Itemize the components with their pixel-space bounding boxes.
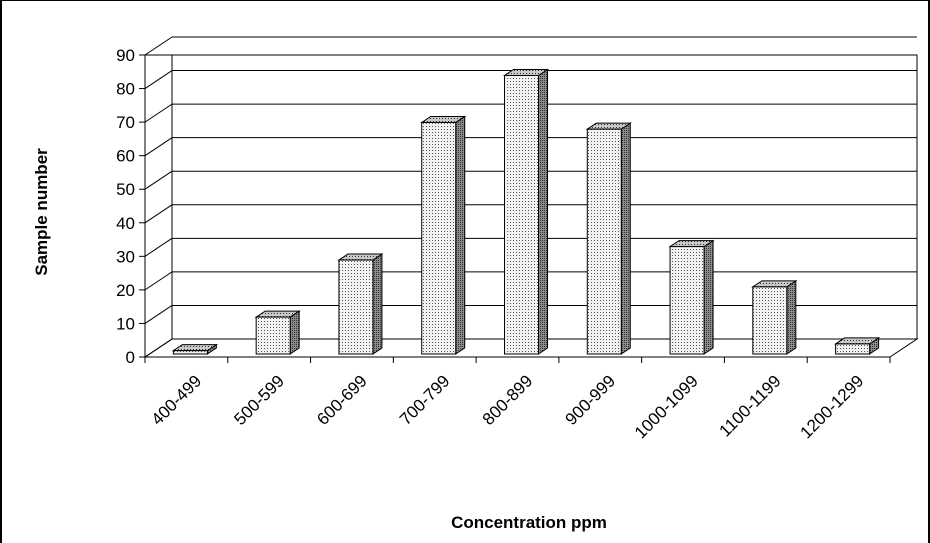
x-axis-tick-labels: 400-499 500-599 600-699 700-799 800-899 900-9… — [144, 357, 891, 442]
bar-front — [669, 246, 705, 355]
gridline-diag — [144, 204, 173, 224]
x-tick-label: 1200-1299 — [797, 371, 868, 442]
x-tick-label: 600-699 — [313, 371, 371, 429]
bar-front — [752, 286, 788, 355]
gridline-diag — [144, 237, 173, 257]
x-tick-label: 500-599 — [230, 371, 288, 429]
bar-front — [172, 350, 208, 355]
y-tick-label: 90 — [116, 46, 135, 65]
bar-front — [421, 121, 457, 355]
gridline-diag — [144, 338, 173, 358]
bar-front — [255, 316, 291, 355]
gridline-diag — [144, 305, 173, 324]
bar-side — [455, 115, 466, 355]
gridline-diag — [144, 36, 173, 56]
bar-side — [289, 310, 300, 355]
bar-side — [538, 68, 548, 355]
bar-front — [504, 74, 539, 355]
y-tick-label: 20 — [116, 281, 135, 300]
x-tick-label: 700-799 — [396, 371, 454, 429]
x-tick-label: 400-499 — [148, 371, 206, 429]
bar-side — [786, 279, 797, 355]
bar-side — [372, 253, 383, 355]
bar — [585, 122, 632, 355]
y-tick-label: 50 — [116, 180, 135, 199]
y-axis-title: Sample number — [32, 148, 51, 276]
gridline-diag — [144, 103, 173, 123]
bars — [171, 68, 881, 355]
y-tick-label: 80 — [116, 80, 135, 99]
y-tick-label: 10 — [116, 314, 135, 333]
y-axis-tick-labels: 0 10 20 30 40 50 60 70 80 90 — [116, 46, 145, 367]
gridline-diag — [144, 170, 173, 190]
y-tick-label: 40 — [116, 214, 135, 233]
x-tick-label: 800-899 — [479, 371, 537, 429]
y-tick-label: 70 — [116, 113, 135, 132]
bar — [254, 310, 301, 355]
gridline-diag — [144, 271, 173, 291]
x-tick-label: 1100-1199 — [716, 371, 785, 440]
x-tick-label: 1000-1099 — [631, 371, 702, 442]
bar-front — [338, 259, 374, 355]
bar-front — [835, 343, 871, 355]
bar — [420, 115, 467, 355]
x-axis-title: Concentration ppm — [451, 513, 607, 532]
bar — [171, 343, 219, 355]
y-tick-label: 0 — [126, 348, 135, 367]
y-tick-label: 30 — [116, 247, 135, 266]
bar — [337, 253, 384, 355]
bar-side — [703, 239, 714, 355]
bar-front — [586, 128, 622, 355]
bar — [833, 336, 881, 355]
gridline-diag — [144, 70, 173, 89]
gridline-diag — [144, 137, 173, 157]
bar — [751, 279, 798, 355]
y-tick-label: 60 — [116, 147, 135, 166]
bar — [502, 68, 550, 355]
bar-side — [620, 122, 631, 355]
side-wall — [144, 54, 173, 358]
x-tick-label: 900-999 — [562, 371, 620, 429]
bar — [668, 239, 715, 355]
